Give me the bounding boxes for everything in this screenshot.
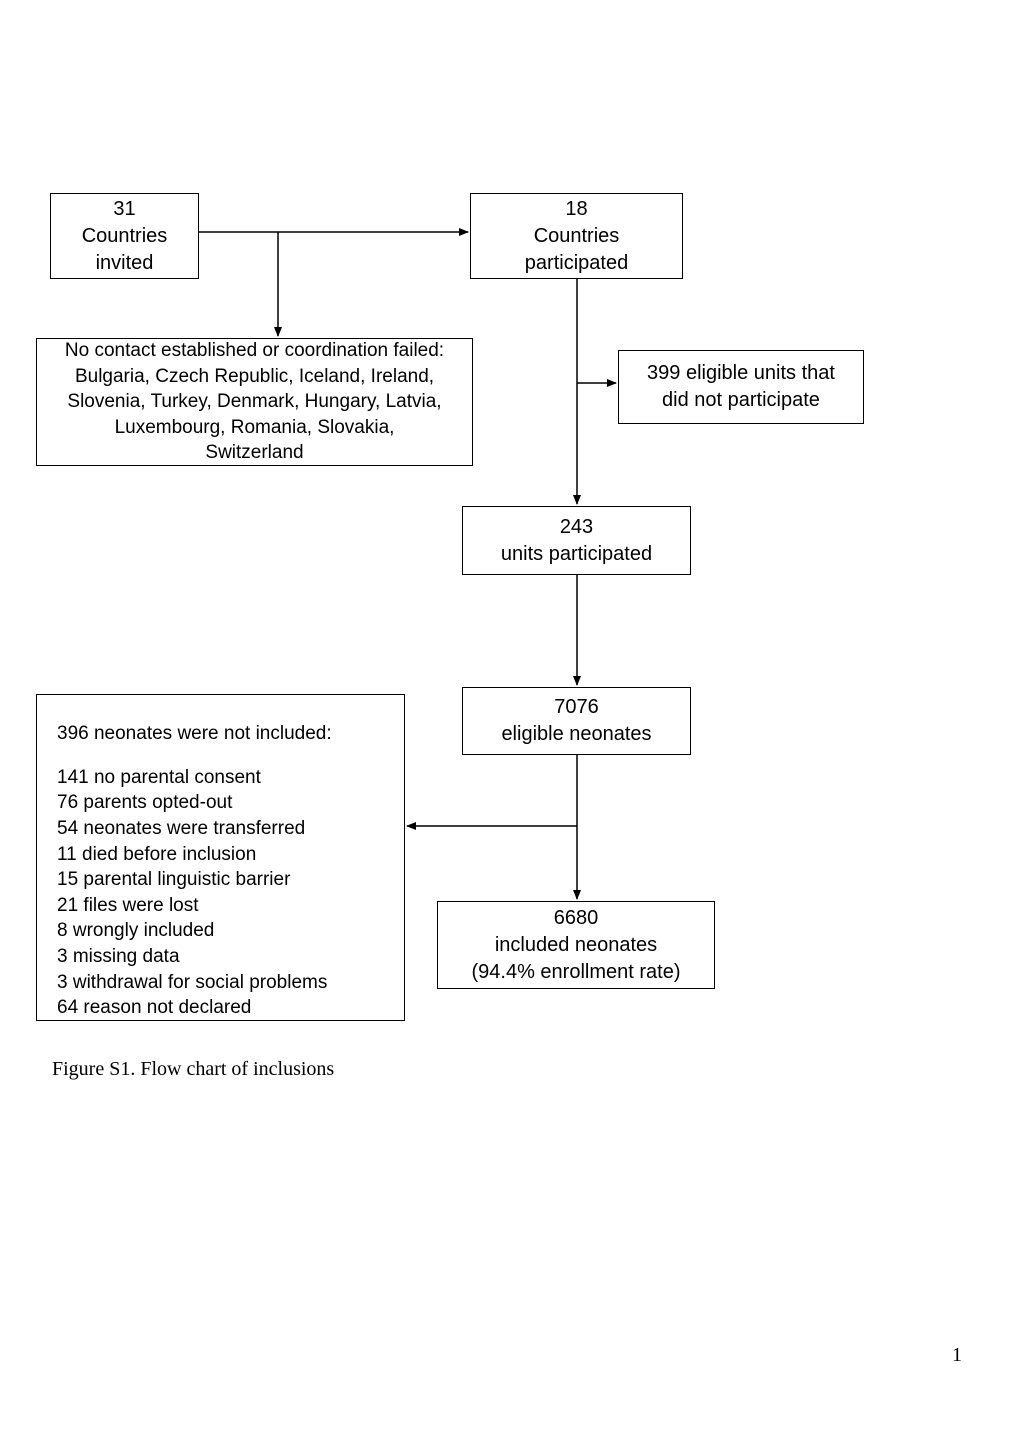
excluded-reason: 64 reason not declared bbox=[57, 995, 384, 1021]
box-units-participated: 243 units participated bbox=[462, 506, 691, 575]
figure-caption: Figure S1. Flow chart of inclusions bbox=[52, 1058, 334, 1081]
box-no-contact: No contact established or coordination f… bbox=[36, 338, 473, 466]
units-participated-l2: units participated bbox=[475, 541, 678, 568]
box-not-participate: 399 eligible units that did not particip… bbox=[618, 350, 864, 424]
excluded-reason: 8 wrongly included bbox=[57, 918, 384, 944]
units-participated-n: 243 bbox=[475, 514, 678, 541]
excluded-title: 396 neonates were not included: bbox=[57, 721, 384, 747]
countries-participated-n: 18 bbox=[483, 196, 670, 223]
excluded-reason: 3 withdrawal for social problems bbox=[57, 970, 384, 996]
page-number: 1 bbox=[952, 1344, 962, 1367]
box-included-neonates: 6680 included neonates (94.4% enrollment… bbox=[437, 901, 715, 989]
no-contact-l3: Slovenia, Turkey, Denmark, Hungary, Latv… bbox=[49, 389, 460, 415]
included-neonates-n: 6680 bbox=[450, 905, 702, 932]
eligible-neonates-l2: eligible neonates bbox=[475, 721, 678, 748]
not-participate-l1: 399 eligible units that bbox=[631, 360, 851, 387]
countries-participated-l3: participated bbox=[483, 250, 670, 277]
box-eligible-neonates: 7076 eligible neonates bbox=[462, 687, 691, 755]
included-neonates-l2: included neonates bbox=[450, 932, 702, 959]
eligible-neonates-n: 7076 bbox=[475, 694, 678, 721]
excluded-reason: 15 parental linguistic barrier bbox=[57, 867, 384, 893]
excluded-reason: 21 files were lost bbox=[57, 893, 384, 919]
box-excluded-neonates: 396 neonates were not included: 141 no p… bbox=[36, 694, 405, 1021]
excluded-reason: 54 neonates were transferred bbox=[57, 816, 384, 842]
countries-participated-l2: Countries bbox=[483, 223, 670, 250]
no-contact-l4: Luxembourg, Romania, Slovakia, bbox=[49, 415, 460, 441]
box-countries-invited: 31 Countries invited bbox=[50, 193, 199, 279]
no-contact-l2: Bulgaria, Czech Republic, Iceland, Irela… bbox=[49, 364, 460, 390]
included-neonates-l3: (94.4% enrollment rate) bbox=[450, 959, 702, 986]
box-countries-participated: 18 Countries participated bbox=[470, 193, 683, 279]
countries-invited-l3: invited bbox=[63, 250, 186, 277]
excluded-reason: 3 missing data bbox=[57, 944, 384, 970]
no-contact-l1: No contact established or coordination f… bbox=[49, 338, 460, 364]
not-participate-l2: did not participate bbox=[631, 387, 851, 414]
countries-invited-n: 31 bbox=[63, 196, 186, 223]
countries-invited-l2: Countries bbox=[63, 223, 186, 250]
excluded-reason: 141 no parental consent bbox=[57, 765, 384, 791]
excluded-reason: 76 parents opted-out bbox=[57, 790, 384, 816]
excluded-reason: 11 died before inclusion bbox=[57, 842, 384, 868]
no-contact-l5: Switzerland bbox=[49, 440, 460, 466]
